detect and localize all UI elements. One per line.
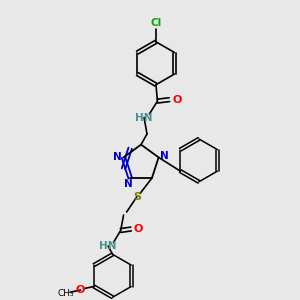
Text: HN: HN [99, 241, 117, 251]
Text: S: S [133, 191, 141, 202]
Text: HN: HN [135, 112, 153, 122]
Text: CH₃: CH₃ [57, 289, 74, 298]
Text: N: N [160, 151, 169, 161]
Text: O: O [172, 94, 182, 105]
Text: Cl: Cl [150, 18, 162, 28]
Text: O: O [134, 224, 143, 234]
Text: N: N [113, 152, 122, 162]
Text: O: O [76, 285, 85, 295]
Text: N: N [124, 179, 133, 189]
